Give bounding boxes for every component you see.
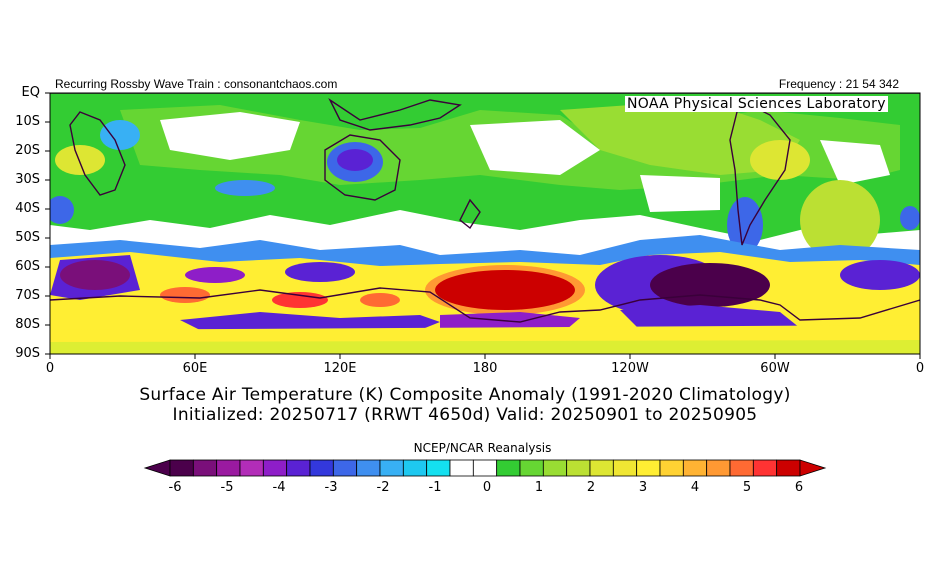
- colorbar-tick-label: -5: [220, 480, 234, 495]
- lat-label-20s: 20S: [15, 143, 40, 158]
- colorbar-tick-label: 5: [742, 480, 752, 495]
- colorbar-tick-label: 1: [534, 480, 544, 495]
- colorbar-cell: [776, 459, 801, 477]
- colorbar-arrow-low: [143, 459, 171, 477]
- lat-label-eq: EQ: [21, 85, 40, 100]
- lon-label-60w: 60W: [760, 361, 790, 376]
- lon-label-0-east: 0: [915, 361, 925, 376]
- plot-title: Surface Air Temperature (K) Composite An…: [139, 385, 791, 405]
- colorbar-tick-label: 2: [586, 480, 596, 495]
- colorbar-tick-label: 6: [794, 480, 804, 495]
- colorbar-cell: [636, 459, 661, 477]
- colorbar-cell: [472, 459, 498, 477]
- lat-label-10s: 10S: [15, 114, 40, 129]
- lon-label-0: 0: [45, 361, 55, 376]
- lat-ticks: [45, 92, 50, 355]
- colorbar-cell: [706, 459, 731, 477]
- colorbar-tick-label: -1: [428, 480, 442, 495]
- colorbar-tick-label: 0: [482, 480, 492, 495]
- colorbar-cell: [542, 459, 568, 477]
- colorbar-cell: [589, 459, 614, 477]
- colorbar-arrow-high: [799, 459, 827, 477]
- header-source-text: Recurring Rossby Wave Train : consonantc…: [55, 77, 338, 91]
- colorbar-cell: [286, 459, 311, 477]
- colorbar-cell: [566, 459, 591, 477]
- colorbar-source: NCEP/NCAR Reanalysis: [413, 441, 552, 455]
- colorbar-cell: [239, 459, 264, 477]
- colorbar-cell: [426, 459, 451, 477]
- colorbar-cell: [682, 459, 708, 477]
- colorbar: [143, 459, 827, 477]
- colorbar-cell: [612, 459, 638, 477]
- colorbar-tick-label: 4: [690, 480, 700, 495]
- colorbar-cell: [262, 459, 288, 477]
- lon-ticks: [49, 354, 921, 359]
- colorbar-cell: [216, 459, 241, 477]
- lat-label-50s: 50S: [15, 230, 40, 245]
- header-frequency-text: Frequency : 21 54 342: [778, 77, 899, 91]
- colorbar-cell: [192, 459, 218, 477]
- colorbar-cell: [449, 459, 474, 477]
- colorbar-cell: [752, 459, 778, 477]
- lat-label-30s: 30S: [15, 172, 40, 187]
- colorbar-cell: [659, 459, 684, 477]
- noaa-lab-label: NOAA Physical Sciences Laboratory: [625, 96, 888, 112]
- colorbar-cell: [309, 459, 334, 477]
- lon-label-60e: 60E: [182, 361, 208, 376]
- lon-label-120e: 120E: [323, 361, 357, 376]
- colorbar-cell: [379, 459, 404, 477]
- lon-label-120w: 120W: [611, 361, 649, 376]
- lat-label-60s: 60S: [15, 259, 40, 274]
- anomaly-field: [50, 93, 920, 354]
- colorbar-cell: [402, 459, 428, 477]
- colorbar-cell: [519, 459, 544, 477]
- colorbar-tick-label: -2: [376, 480, 390, 495]
- lat-label-70s: 70S: [15, 288, 40, 303]
- colorbar-tick-label: -3: [324, 480, 338, 495]
- colorbar-cell: [729, 459, 754, 477]
- colorbar-tick-label: 3: [638, 480, 648, 495]
- colorbar-cell: [356, 459, 381, 477]
- lat-label-80s: 80S: [15, 317, 40, 332]
- plot-subtitle: Initialized: 20250717 (RRWT 4650d) Valid…: [172, 405, 758, 425]
- lon-label-180: 180: [472, 361, 498, 376]
- colorbar-cell: [332, 459, 358, 477]
- lat-label-90s: 90S: [15, 346, 40, 361]
- colorbar-cell: [169, 459, 194, 477]
- colorbar-tick-label: -6: [168, 480, 182, 495]
- colorbar-cell: [496, 459, 521, 477]
- lat-label-40s: 40S: [15, 201, 40, 216]
- colorbar-tick-label: -4: [272, 480, 286, 495]
